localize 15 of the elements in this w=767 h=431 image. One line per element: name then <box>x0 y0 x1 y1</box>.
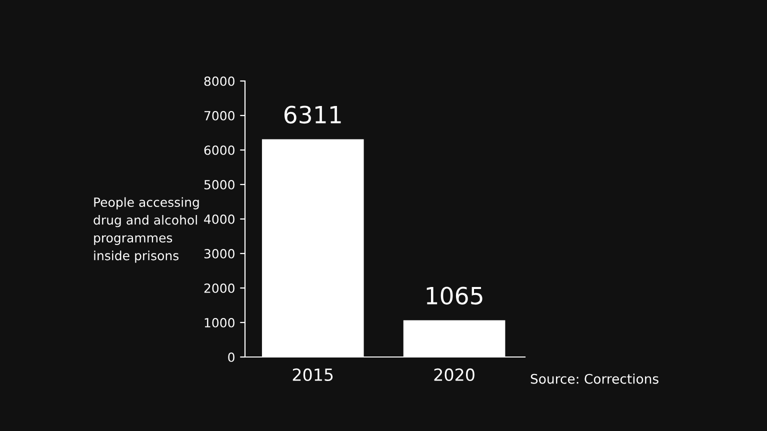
y-tick-label: 3000 <box>204 248 234 258</box>
data-label: 6311 <box>284 106 341 124</box>
x-tick-label: 2015 <box>292 368 333 382</box>
y-tick-label: 4000 <box>204 214 234 224</box>
y-tick-label: 8000 <box>204 76 234 86</box>
y-tick-label: 0 <box>228 352 234 362</box>
y-tick-label: 5000 <box>204 180 234 190</box>
y-tick-label: 6000 <box>204 145 234 155</box>
y-tick-label: 7000 <box>204 110 234 120</box>
y-axis-title: People accessing drug and alcohol programmes inside prisons <box>94 197 199 263</box>
y-tick-label: 1000 <box>204 318 234 328</box>
x-tick-label: 2020 <box>434 368 474 382</box>
y-tick-label: 2000 <box>204 283 234 293</box>
source-note: Source: Corrections <box>530 374 658 384</box>
data-label: 1065 <box>426 286 482 305</box>
